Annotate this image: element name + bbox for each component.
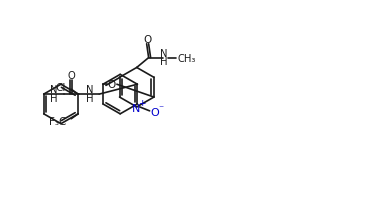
Text: H: H	[160, 56, 167, 66]
Text: ⁻: ⁻	[158, 103, 163, 113]
Text: N: N	[50, 84, 57, 94]
Text: O: O	[68, 71, 76, 81]
Text: O: O	[150, 107, 159, 117]
Text: F₃C: F₃C	[49, 116, 66, 126]
Text: N: N	[160, 48, 167, 58]
Text: O: O	[108, 80, 116, 90]
Text: H: H	[50, 93, 57, 103]
Text: +: +	[138, 99, 145, 108]
Text: O: O	[144, 35, 152, 45]
Text: Cl: Cl	[55, 83, 65, 93]
Text: H: H	[86, 93, 93, 103]
Text: N: N	[132, 103, 140, 113]
Text: CH₃: CH₃	[177, 53, 196, 63]
Text: N: N	[86, 84, 93, 94]
